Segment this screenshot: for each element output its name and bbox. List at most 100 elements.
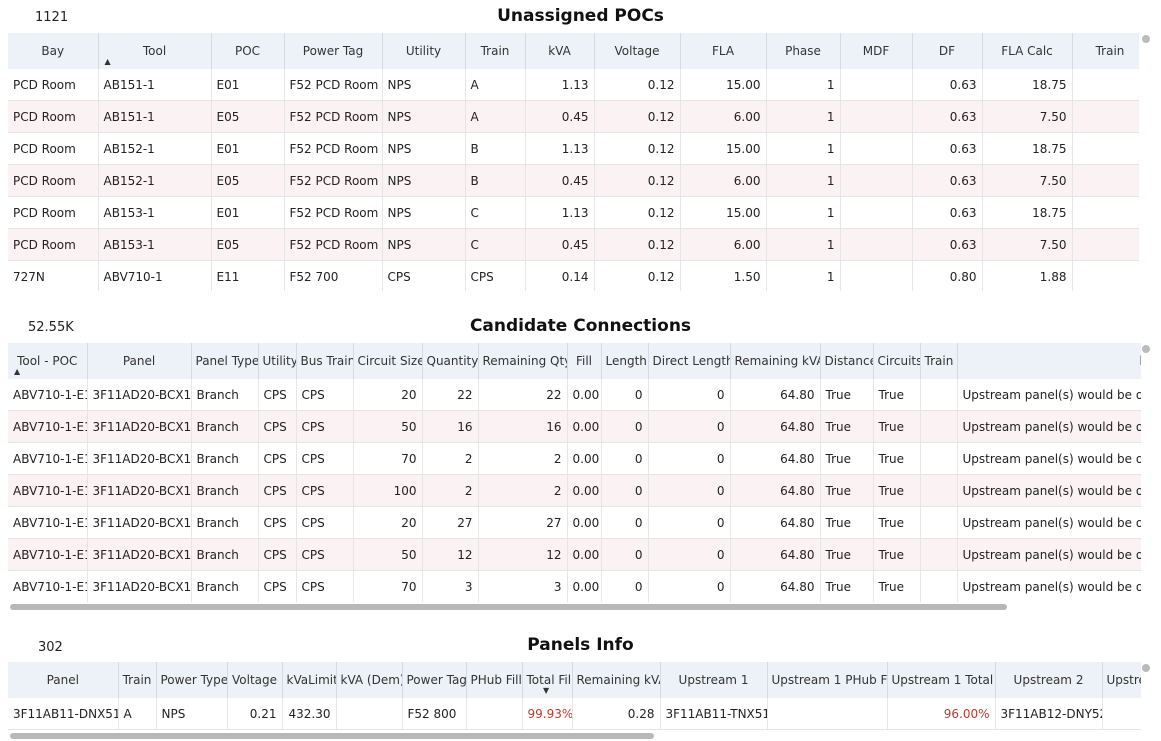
panels-header-panel-0[interactable]: Panel: [8, 662, 119, 698]
candidates-cell-tool-poc: ABV710-1-E11: [8, 379, 88, 411]
candidates-cell-panel: 3F11AD20-BCX114: [87, 379, 192, 411]
unassigned-cell-phase: 1: [766, 132, 841, 165]
unassigned-table-row[interactable]: PCD Room AB152-1 E05 F52 PCD Room NPS B 0.45 0.…: [8, 164, 1139, 197]
candidates-header-panel-type-2[interactable]: Panel Type: [191, 343, 259, 379]
unassigned-table: Bay Tool ▲ POC Power Tag Utility Train kVA Volta…: [8, 33, 1139, 291]
panels-header-upstream-1-total-fill-12[interactable]: Upstream 1 Total Fill: [887, 662, 996, 698]
panels-cell-voltage: 0.21: [227, 698, 283, 730]
candidates-header-remaining-kva-11[interactable]: Remaining kVA: [730, 343, 821, 379]
unassigned-cell-train: C: [465, 196, 526, 229]
panels-header-label: Power Type: [160, 673, 227, 687]
unassigned-header-bay-0[interactable]: Bay: [8, 33, 99, 69]
unassigned-cell-power-tag: F52 700: [284, 260, 383, 291]
panels-header-power-tag-6[interactable]: Power Tag: [402, 662, 467, 698]
panels-header-total-fill-8[interactable]: Total Fill ▼: [522, 662, 573, 698]
candidates-cell-circuits: True: [873, 379, 921, 411]
unassigned-cell-utility: NPS: [382, 132, 466, 165]
unassigned-header-phase-9[interactable]: Phase: [766, 33, 841, 69]
panels-header-upstream-1-10[interactable]: Upstream 1: [660, 662, 768, 698]
unassigned-cell-fla: 6.00: [680, 100, 767, 133]
sort-ascending-icon[interactable]: ▲: [104, 57, 111, 66]
unassigned-table-row[interactable]: PCD Room AB153-1 E01 F52 PCD Room NPS C 1.13 0.…: [8, 196, 1139, 229]
candidates-cell-bus-train: CPS: [296, 442, 354, 475]
candidates-header-kva-rea-15[interactable]: kVA Rea: [957, 343, 1141, 379]
unassigned-header-df-11[interactable]: DF: [912, 33, 983, 69]
candidates-header-tool-poc-0[interactable]: Tool - POC ▲: [8, 343, 88, 379]
panels-header-remaining-kva-9[interactable]: Remaining kVA: [572, 662, 661, 698]
candidates-cell-quantity: 12: [422, 538, 479, 571]
candidates-cell-circuits: True: [873, 570, 921, 602]
candidates-table-row[interactable]: ABV710-1-E113F11AD20-BCX115BranchCPSCPS2…: [8, 506, 1141, 539]
unassigned-scroll-handle[interactable]: [1142, 35, 1150, 43]
unassigned-table-row[interactable]: PCD Room AB152-1 E01 F52 PCD Room NPS B 1.13 0.…: [8, 132, 1139, 165]
unassigned-table-row[interactable]: PCD Room AB151-1 E05 F52 PCD Room NPS A 0.45 0.…: [8, 100, 1139, 133]
panels-header-label: Panel: [46, 673, 79, 687]
candidates-header-length-9[interactable]: Length: [601, 343, 649, 379]
candidates-header-fill-8[interactable]: Fill: [567, 343, 602, 379]
panels-cell-remaining-kva: 0.28: [572, 698, 661, 730]
unassigned-header-utility-4[interactable]: Utility: [382, 33, 466, 69]
candidates-scroll-handle[interactable]: [1142, 345, 1150, 353]
candidates-table-row[interactable]: ABV710-1-E113F11AD20-BCX114BranchCPSCPS5…: [8, 410, 1141, 443]
unassigned-header-tool-1[interactable]: Tool ▲: [98, 33, 212, 69]
candidates-header-train-14[interactable]: Train: [920, 343, 958, 379]
candidates-header-remaining-qty-7[interactable]: Remaining Qty: [478, 343, 568, 379]
candidates-cell-length: 0: [601, 442, 649, 475]
candidates-header-direct-length-10[interactable]: Direct Length: [648, 343, 731, 379]
candidates-header-circuit-size-5[interactable]: Circuit Size: [353, 343, 423, 379]
unassigned-cell-fla: 15.00: [680, 132, 767, 165]
candidates-table-row[interactable]: ABV710-1-E113F11AD20-BCX114BranchCPSCPS1…: [8, 474, 1141, 507]
panels-header-upstream-1-phub-fill-11[interactable]: Upstream 1 PHub Fill: [767, 662, 888, 698]
panels-header-voltage-3[interactable]: Voltage: [227, 662, 283, 698]
candidates-table-row[interactable]: ABV710-1-E113F11AD20-BCX115BranchCPSCPS7…: [8, 570, 1141, 602]
candidates-header-quantity-6[interactable]: Quantity: [422, 343, 479, 379]
candidates-table-row[interactable]: ABV710-1-E113F11AD20-BCX114BranchCPSCPS2…: [8, 379, 1141, 411]
candidates-horizontal-scrollbar[interactable]: [10, 604, 1007, 610]
unassigned-cell-power-tag: F52 PCD Room: [284, 100, 383, 133]
unassigned-header-fla-8[interactable]: FLA: [680, 33, 767, 69]
unassigned-header-train-13[interactable]: Train: [1072, 33, 1139, 69]
unassigned-table-row[interactable]: 727N ABV710-1 E11 F52 700 CPS CPS 0.14 0.12 1.50…: [8, 260, 1139, 291]
unassigned-cell-bay: PCD Room: [8, 196, 99, 229]
panels-header-power-type-2[interactable]: Power Type: [156, 662, 228, 698]
panels-header-kvalimit-4[interactable]: kVaLimit: [282, 662, 337, 698]
candidates-cell-quantity: 2: [422, 442, 479, 475]
candidates-header-bus-train-4[interactable]: Bus Train: [296, 343, 354, 379]
unassigned-table-row[interactable]: PCD Room AB153-1 E05 F52 PCD Room NPS C 0.45 0.…: [8, 228, 1139, 261]
panels-header-upstre-14[interactable]: Upstre: [1102, 662, 1141, 698]
panels-scroll-handle[interactable]: [1142, 664, 1150, 672]
candidates-header-utility-3[interactable]: Utility: [258, 343, 297, 379]
unassigned-header-voltage-7[interactable]: Voltage: [594, 33, 681, 69]
candidates-header-panel-1[interactable]: Panel: [87, 343, 192, 379]
unassigned-header-power-tag-3[interactable]: Power Tag: [284, 33, 383, 69]
unassigned-cell-df: 0.63: [912, 100, 983, 133]
candidates-header-circuits-13[interactable]: Circuits: [873, 343, 921, 379]
candidates-table-row[interactable]: ABV710-1-E113F11AD20-BCX114BranchCPSCPS7…: [8, 442, 1141, 475]
unassigned-table-row[interactable]: PCD Room AB151-1 E01 F52 PCD Room NPS A 1.13 0.…: [8, 69, 1139, 101]
candidates-row-count: 52.55K: [28, 320, 74, 335]
panels-horizontal-scrollbar[interactable]: [10, 733, 654, 739]
sort-descending-icon[interactable]: ▼: [543, 686, 550, 695]
unassigned-header-kva-6[interactable]: kVA: [525, 33, 595, 69]
unassigned-header-fla-calc-12[interactable]: FLA Calc: [982, 33, 1073, 69]
candidates-header-label: Bus Train: [300, 354, 353, 368]
unassigned-header-train-5[interactable]: Train: [465, 33, 526, 69]
candidates-cell-remaining-kva: 64.80: [730, 538, 821, 571]
candidates-table-row[interactable]: ABV710-1-E113F11AD20-BCX115BranchCPSCPS5…: [8, 538, 1141, 571]
unassigned-cell-phase: 1: [766, 260, 841, 291]
panels-table-row[interactable]: 3F11AB11-DNX519 A NPS 0.21 432.30 F52 800 99.9…: [8, 698, 1141, 730]
unassigned-cell-poc: E01: [211, 69, 285, 101]
sort-ascending-icon[interactable]: ▲: [14, 367, 21, 376]
candidates-cell-remaining-qty: 3: [478, 570, 568, 602]
candidates-header-distance-12[interactable]: Distance: [820, 343, 874, 379]
panels-header-upstream-2-13[interactable]: Upstream 2: [995, 662, 1103, 698]
unassigned-cell-mdf: [840, 196, 913, 229]
panels-header-phub-fill-7[interactable]: PHub Fill: [466, 662, 523, 698]
panels-cell-upstream-2: 3F11AB12-DNY521: [995, 698, 1103, 730]
candidates-cell-panel-type: Branch: [191, 506, 259, 539]
panels-header-train-1[interactable]: Train: [118, 662, 157, 698]
unassigned-header-mdf-10[interactable]: MDF: [840, 33, 913, 69]
unassigned-header-poc-2[interactable]: POC: [211, 33, 285, 69]
panels-header-kva-dem-5[interactable]: kVA (Dem): [336, 662, 403, 698]
candidates-cell-tool-poc: ABV710-1-E11: [8, 474, 88, 507]
